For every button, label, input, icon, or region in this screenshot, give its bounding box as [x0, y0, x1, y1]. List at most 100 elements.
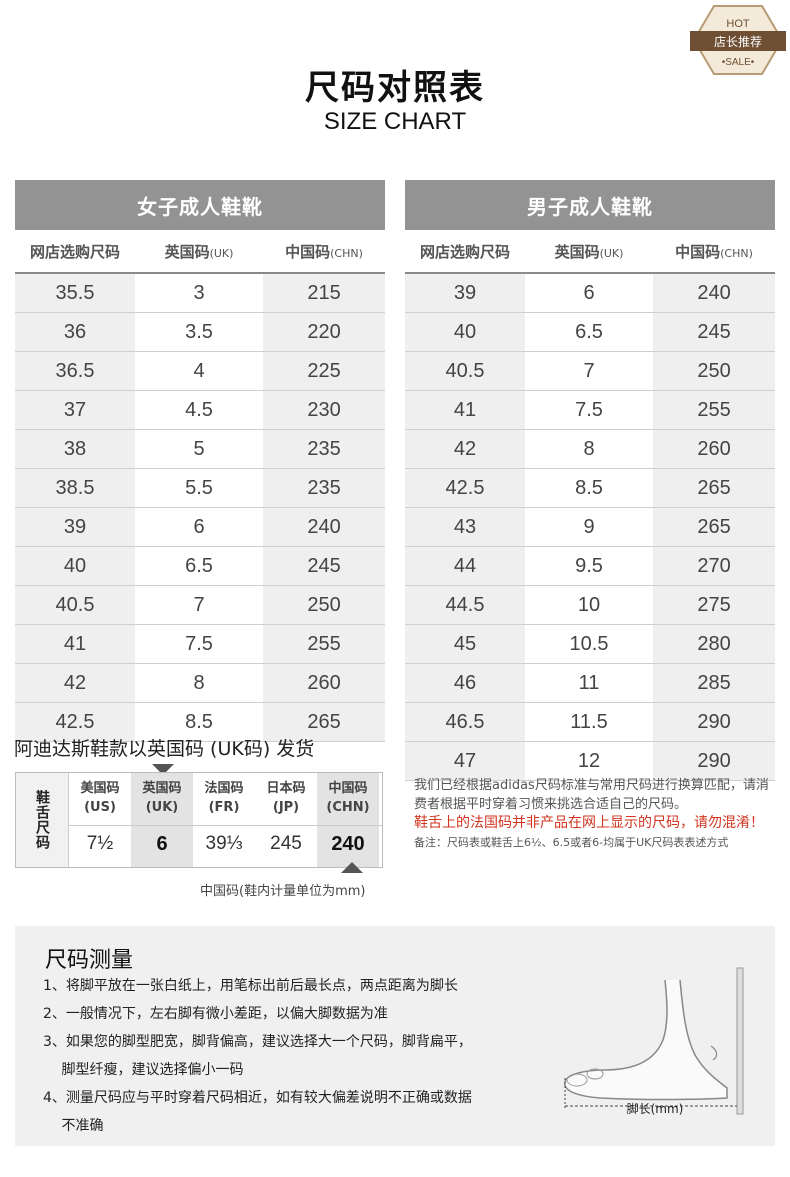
page-subtitle: SIZE CHART [323, 108, 467, 135]
women-size-cell: 35.5 [15, 273, 135, 313]
men-size-cell: 41 [405, 390, 525, 430]
men-size-cell: 9 [525, 507, 653, 547]
women-col-chn: 中国码(CHN) [263, 230, 386, 274]
men-size-row: 40 6.5 245 [405, 312, 776, 352]
men-size-cell: 285 [653, 663, 776, 703]
women-size-cell: 36.5 [15, 351, 135, 391]
measurement-step: 4、测量尺码应与平时穿着尺码相近，如有较大偏差说明不正确或数据 [43, 1090, 472, 1106]
men-size-cell: 43 [405, 507, 525, 547]
women-size-cell: 6 [135, 507, 263, 547]
measurement-step: 脚型纤瘦，建议选择偏小一码 [43, 1062, 244, 1078]
men-size-row: 46 11 285 [405, 663, 776, 703]
men-table-heading: 男子成人鞋靴 [405, 180, 776, 230]
men-size-cell: 280 [653, 624, 776, 664]
women-size-cell: 260 [263, 663, 386, 703]
pointer-down-icon [152, 764, 174, 775]
women-size-cell: 37 [15, 390, 135, 430]
men-table-body: 39 6 240 40 6.5 245 40.5 7 250 41 7.5 255 42 8 260 42.5… [405, 273, 776, 781]
men-size-cell: 270 [653, 546, 776, 586]
men-size-cell: 46.5 [405, 702, 525, 742]
women-size-row: 38.5 5.5 235 [15, 468, 386, 508]
men-size-cell: 40 [405, 312, 525, 352]
women-size-row: 41 7.5 255 [15, 624, 386, 664]
women-size-cell: 41 [15, 624, 135, 664]
women-size-cell: 8.5 [135, 702, 263, 742]
men-size-cell: 6 [525, 273, 653, 313]
men-size-row: 44.5 10 275 [405, 585, 776, 625]
women-size-row: 37 4.5 230 [15, 390, 386, 430]
men-size-row: 42.5 8.5 265 [405, 468, 776, 508]
women-size-cell: 5.5 [135, 468, 263, 508]
women-size-cell: 8 [135, 663, 263, 703]
women-size-cell: 240 [263, 507, 386, 547]
men-size-cell: 7.5 [525, 390, 653, 430]
men-size-cell: 42.5 [405, 468, 525, 508]
men-size-cell: 44.5 [405, 585, 525, 625]
women-size-cell: 215 [263, 273, 386, 313]
women-size-row: 42.5 8.5 265 [15, 702, 386, 742]
tongue-divider [68, 825, 382, 826]
women-size-cell: 36 [15, 312, 135, 352]
unit-note: 中国码(鞋内计量单位为mm) [200, 884, 366, 899]
men-size-row: 43 9 265 [405, 507, 776, 547]
conversion-notes: 我们已经根据adidas尺码标准与常用尺码进行换算匹配，请消费者根据平时穿着习惯… [414, 776, 770, 852]
women-size-row: 36.5 4 225 [15, 351, 386, 391]
women-size-cell: 4.5 [135, 390, 263, 430]
men-size-cell: 40.5 [405, 351, 525, 391]
men-size-cell: 47 [405, 741, 525, 781]
women-size-row: 38 5 235 [15, 429, 386, 469]
men-size-cell: 255 [653, 390, 776, 430]
women-size-cell: 220 [263, 312, 386, 352]
foot-length-label: 脚长(mm) [627, 1101, 684, 1116]
tongue-col-uk: 英国码 (UK) [142, 781, 182, 815]
measurement-steps: 1、将脚平放在一张白纸上，用笔标出前后最长点，两点距离为脚长 2、一般情况下，左… [43, 972, 563, 1140]
measurement-step: 1、将脚平放在一张白纸上，用笔标出前后最长点，两点距离为脚长 [43, 978, 458, 994]
note-paragraph: 我们已经根据adidas尺码标准与常用尺码进行换算匹配，请消费者根据平时穿着习惯… [414, 778, 769, 812]
women-size-cell: 42.5 [15, 702, 135, 742]
pointer-up-icon [341, 862, 363, 873]
men-col-store: 网店选购尺码 [405, 230, 525, 274]
measurement-step: 2、一般情况下，左右脚有微小差距，以偏大脚数据为准 [43, 1006, 388, 1022]
men-size-cell: 46 [405, 663, 525, 703]
women-size-cell: 225 [263, 351, 386, 391]
women-col-store: 网店选购尺码 [15, 230, 135, 274]
tongue-label-diagram: 鞋舌尺码 美国码 (US) 英国码 (UK) 法国码 (FR) 日本码 (JP) 中国码… [15, 772, 383, 868]
women-size-cell: 230 [263, 390, 386, 430]
women-size-table: 女子成人鞋靴 网店选购尺码 英国码(UK) 中国码(CHN) 35.5 3 215 3… [15, 180, 386, 742]
men-size-cell: 9.5 [525, 546, 653, 586]
men-size-cell: 265 [653, 468, 776, 508]
measurement-step: 3、如果您的脚型肥宽，脚背偏高，建议选择大一个尺码，脚背扁平， [43, 1034, 472, 1050]
page-title: 尺码对照表 [305, 68, 485, 108]
tongue-col-chn: 中国码 (CHN) [326, 781, 370, 815]
women-size-cell: 39 [15, 507, 135, 547]
women-table-body: 35.5 3 215 36 3.5 220 36.5 4 225 37 4.5 230 38 5 235 38… [15, 273, 386, 742]
women-size-cell: 3 [135, 273, 263, 313]
men-size-cell: 8 [525, 429, 653, 469]
measurement-section: 尺码测量 1、将脚平放在一张白纸上，用笔标出前后最长点，两点距离为脚长 2、一般… [15, 926, 775, 1146]
men-size-cell: 275 [653, 585, 776, 625]
men-size-cell: 260 [653, 429, 776, 469]
uk-column-highlight [131, 773, 193, 867]
note-remark: 备注：尺码表或鞋舌上6½、6.5或者6-均属于UK尺码表表述方式 [414, 836, 729, 849]
badge-hot-text: HOT [726, 18, 750, 30]
foot-icon: 脚长(mm) [564, 967, 744, 1116]
women-size-cell: 255 [263, 624, 386, 664]
women-size-row: 39 6 240 [15, 507, 386, 547]
men-size-row: 45 10.5 280 [405, 624, 776, 664]
measurement-step: 不准确 [43, 1118, 104, 1134]
men-size-cell: 11 [525, 663, 653, 703]
hexagon-badge-icon: HOT 店长推荐 •SALE• [690, 5, 786, 75]
men-size-table: 男子成人鞋靴 网店选购尺码 英国码(UK) 中国码(CHN) 39 6 240 40 6… [405, 180, 776, 781]
men-size-cell: 39 [405, 273, 525, 313]
women-col-uk: 英国码(UK) [135, 230, 263, 274]
women-size-cell: 235 [263, 468, 386, 508]
tongue-value-jp: 245 [270, 833, 302, 854]
women-size-cell: 6.5 [135, 546, 263, 586]
hot-sale-badge: HOT 店长推荐 •SALE• [690, 4, 786, 76]
women-size-cell: 235 [263, 429, 386, 469]
women-size-cell: 7.5 [135, 624, 263, 664]
women-size-cell: 42 [15, 663, 135, 703]
tongue-col-jp: 日本码 (JP) [266, 781, 306, 815]
men-col-uk: 英国码(UK) [525, 230, 653, 274]
women-size-cell: 4 [135, 351, 263, 391]
